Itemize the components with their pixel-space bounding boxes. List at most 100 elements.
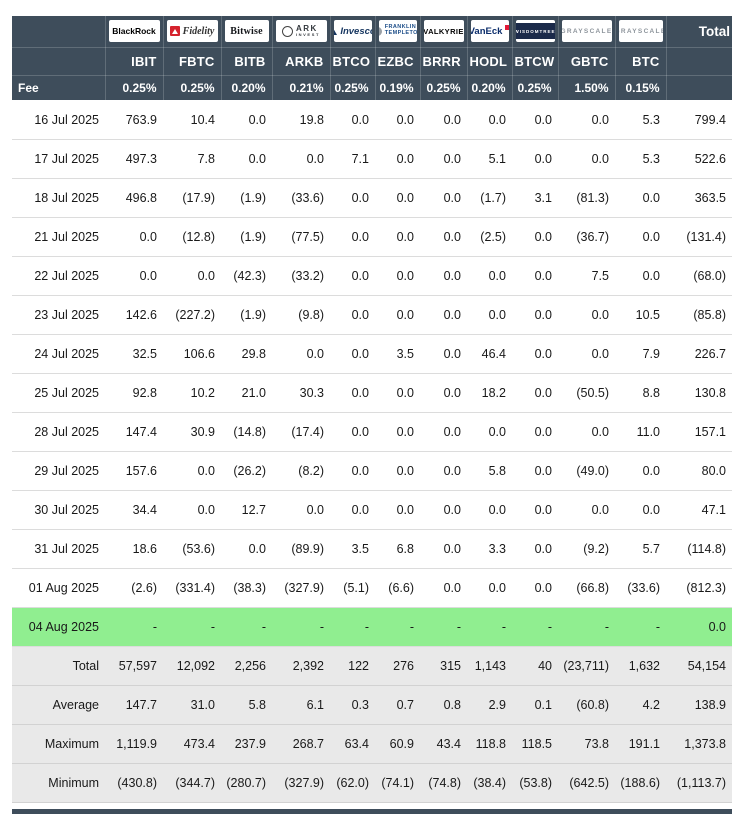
value-cell-total: 54,154 [666,646,732,686]
value-cell-fbtc: (344.7) [163,763,221,803]
value-cell-gbtc: - [558,607,615,647]
value-cell-ibit: 32.5 [105,334,163,374]
date-cell: 28 Jul 2025 [12,412,105,452]
date-cell: 23 Jul 2025 [12,295,105,335]
flow-row-24-jul-2025: 24 Jul 2025 32.5 106.6 29.8 0.0 0.0 3.5 0.0 46.4… [12,334,732,374]
logo-text: GRAYSCALE [619,27,663,35]
grayscale-gbtc-logo: GRAYSCALE [561,20,612,43]
value-cell-arkb: (8.2) [272,451,330,491]
logo-text: VALKYRIE [423,26,464,36]
value-cell-total: (1,113.7) [666,763,732,803]
value-cell-total: 363.5 [666,178,732,218]
flow-row-28-jul-2025: 28 Jul 2025 147.4 30.9 (14.8) (17.4) 0.0 0.0 0.… [12,412,732,452]
fee-brrr: 0.25% [420,75,468,101]
value-cell-ezbc: - [375,607,420,647]
summary-label: Total [12,646,105,686]
value-cell-bitb: 2,256 [221,646,272,686]
value-cell-btco: 0.0 [330,295,375,335]
ticker-fbtc: FBTC [163,47,222,76]
logo-text: Bitwise [230,25,263,37]
logo-text: Invesco [340,25,371,37]
logo-text: ARK [295,23,318,33]
date-cell: 04 Aug 2025 [12,607,105,647]
value-cell-ezbc: 0.0 [375,295,420,335]
ticker-row-corner [12,47,106,76]
logo-text: GRAYSCALE [561,27,612,35]
franklin-head-icon [378,26,382,36]
value-cell-bitb: 0.0 [221,139,272,179]
value-cell-btcw: 0.0 [512,295,558,335]
value-cell-fbtc: 31.0 [163,685,221,725]
value-cell-hodl: 18.2 [467,373,512,413]
value-cell-fbtc: (227.2) [163,295,221,335]
value-cell-btc: 4.2 [615,685,666,725]
flow-row-22-jul-2025: 22 Jul 2025 0.0 0.0 (42.3) (33.2) 0.0 0.0 0.0 0.… [12,256,732,296]
date-cell: 18 Jul 2025 [12,178,105,218]
grayscale-btc-logo: GRAYSCALE [618,20,663,43]
value-cell-arkb: (327.9) [272,763,330,803]
value-cell-total: 522.6 [666,139,732,179]
value-cell-ezbc: 0.0 [375,139,420,179]
value-cell-btcw: 0.0 [512,412,558,452]
value-cell-bitb: 12.7 [221,490,272,530]
value-cell-brrr: 0.0 [420,100,467,140]
value-cell-fbtc: (17.9) [163,178,221,218]
provider-cell-ark: ARK INVEST [272,16,331,48]
value-cell-btc: 0.0 [615,451,666,491]
value-cell-btco: 0.0 [330,100,375,140]
date-cell: 21 Jul 2025 [12,217,105,257]
value-cell-bitb: (42.3) [221,256,272,296]
flow-row-17-jul-2025: 17 Jul 2025 497.3 7.8 0.0 0.0 7.1 0.0 0.0 5.1 0.0… [12,139,732,179]
value-cell-btc: - [615,607,666,647]
value-cell-btcw: 118.5 [512,724,558,764]
value-cell-fbtc: 106.6 [163,334,221,374]
summary-label: Average [12,685,105,725]
value-cell-btc: 10.5 [615,295,666,335]
wisdomtree-logo-box: WISDOMTREE [515,23,555,40]
ticker-gbtc: GBTC [558,47,616,76]
value-cell-gbtc: (642.5) [558,763,615,803]
value-cell-btco: 0.0 [330,256,375,296]
value-cell-arkb: 2,392 [272,646,330,686]
summary-row-average: Average 147.7 31.0 5.8 6.1 0.3 0.7 0.8 2.9 0.1 (60… [12,685,732,725]
value-cell-fbtc: (12.8) [163,217,221,257]
value-cell-btcw: 0.0 [512,100,558,140]
provider-cell-fidelity: Fidelity [163,16,222,48]
value-cell-fbtc: 0.0 [163,256,221,296]
value-cell-hodl: (2.5) [467,217,512,257]
value-cell-fbtc: (331.4) [163,568,221,608]
value-cell-brrr: 0.0 [420,412,467,452]
value-cell-btcw: 0.0 [512,568,558,608]
value-cell-fbtc: (53.6) [163,529,221,569]
vaneck-logo: VanEck [470,20,509,43]
value-cell-gbtc: 73.8 [558,724,615,764]
ticker-ibit: IBIT [105,47,164,76]
provider-cell-valkyrie: VALKYRIE [420,16,468,48]
value-cell-arkb: (17.4) [272,412,330,452]
value-cell-ezbc: 0.0 [375,490,420,530]
value-cell-ezbc: (6.6) [375,568,420,608]
value-cell-total: (131.4) [666,217,732,257]
value-cell-hodl: (38.4) [467,763,512,803]
value-cell-fbtc: 10.4 [163,100,221,140]
value-cell-ezbc: 0.0 [375,217,420,257]
value-cell-btcw: 0.0 [512,373,558,413]
logo-text: INVEST [295,32,321,38]
value-cell-hodl: 0.0 [467,256,512,296]
value-cell-bitb: 0.0 [221,100,272,140]
date-cell: 16 Jul 2025 [12,100,105,140]
value-cell-btco: 63.4 [330,724,375,764]
value-cell-arkb: (9.8) [272,295,330,335]
fee-arkb: 0.21% [272,75,331,101]
flow-row-16-jul-2025: 16 Jul 2025 763.9 10.4 0.0 19.8 0.0 0.0 0.0 0.0 0… [12,100,732,140]
value-cell-fbtc: 30.9 [163,412,221,452]
provider-cell-grayscale-btc: GRAYSCALE [615,16,667,48]
value-cell-ezbc: 0.0 [375,412,420,452]
next-section-edge [12,808,732,814]
value-cell-btco: - [330,607,375,647]
value-cell-btco: 0.0 [330,373,375,413]
value-cell-ibit: 1,119.9 [105,724,163,764]
value-cell-brrr: (74.8) [420,763,467,803]
